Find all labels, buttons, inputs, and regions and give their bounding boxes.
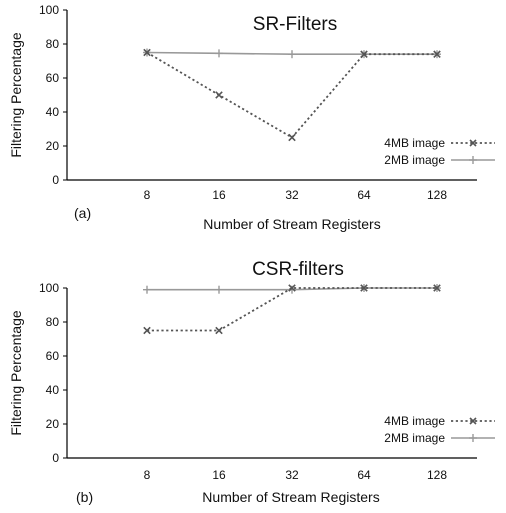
y-tick-label: 80 [46, 37, 60, 51]
data-point-1-1 [215, 49, 223, 58]
x-tick-label: 64 [357, 468, 371, 482]
data-point-0-2 [288, 133, 296, 142]
legend-entry-1: 2MB image [384, 153, 495, 167]
x-tick-label: 16 [212, 188, 226, 202]
data-point-1-2 [288, 50, 296, 59]
y-tick-label: 40 [46, 105, 60, 119]
series-line-0 [146, 51, 437, 139]
data-point-0-0 [143, 48, 151, 57]
legend-label: 2MB image [384, 431, 445, 445]
y-tick-label: 100 [39, 281, 59, 295]
series-line-0 [147, 287, 437, 332]
y-axis-label: Filtering Percentage [8, 32, 24, 158]
chart-title: SR-Filters [253, 14, 337, 35]
x-tick-label: 8 [144, 188, 151, 202]
y-tick-label: 0 [52, 173, 59, 187]
data-point-0-1 [215, 326, 223, 335]
x-tick-label: 16 [212, 468, 226, 482]
y-tick-label: 100 [39, 3, 59, 17]
y-tick-label: 60 [46, 349, 60, 363]
data-point-1-1 [215, 285, 223, 294]
panel-label: (a) [74, 205, 91, 221]
x-tick-label: 128 [427, 468, 447, 482]
data-point-0-0 [143, 326, 151, 335]
y-tick-label: 40 [46, 383, 60, 397]
x-tick-label: 8 [144, 468, 151, 482]
data-point-0-4 [433, 284, 441, 292]
legend-label: 4MB image [384, 136, 445, 150]
x-tick-label: 64 [357, 188, 371, 202]
y-tick-label: 20 [46, 139, 60, 153]
legend-label: 4MB image [384, 414, 445, 428]
chart-panel-1: 0 20 40 60 80 100 8 16 32 64 128 SR-Filters Number o… [8, 3, 495, 232]
chart-title: CSR-filters [252, 259, 344, 280]
data-point-0-1 [215, 91, 223, 99]
x-axis-label: Number of Stream Registers [203, 216, 380, 232]
legend-entry-0: 4MB image [384, 136, 495, 150]
data-point-1-0 [143, 285, 151, 294]
legend-entry-1: 2MB image [384, 431, 495, 445]
x-tick-label: 128 [427, 188, 447, 202]
y-tick-label: 60 [46, 71, 60, 85]
legend-label: 2MB image [384, 153, 445, 167]
x-axis-label: Number of Stream Registers [202, 489, 379, 505]
chart-panel-2: 0 20 40 60 80 100 8 16 32 64 128 CSR-filters Number … [8, 259, 495, 505]
y-tick-label: 80 [46, 315, 60, 329]
data-point-0-2 [288, 284, 296, 292]
data-point-0-4 [433, 50, 441, 58]
x-tick-label: 32 [285, 468, 299, 482]
y-tick-label: 0 [52, 451, 59, 465]
y-tick-label: 20 [46, 417, 60, 431]
data-point-0-3 [360, 50, 368, 58]
x-tick-label: 32 [285, 188, 299, 202]
y-axis-label: Filtering Percentage [8, 310, 24, 436]
data-point-0-3 [360, 284, 368, 292]
legend-entry-0: 4MB image [384, 414, 495, 428]
panel-label: (b) [76, 489, 93, 505]
